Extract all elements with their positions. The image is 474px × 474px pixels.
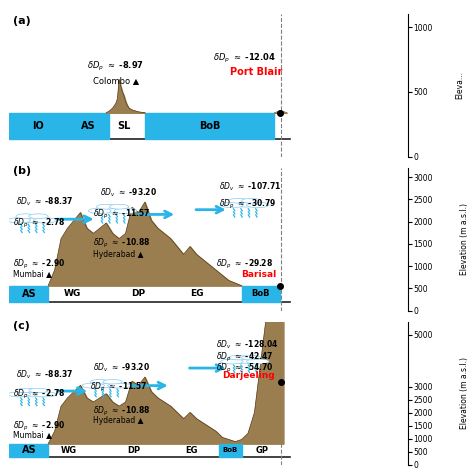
Ellipse shape bbox=[109, 204, 129, 209]
Ellipse shape bbox=[97, 204, 116, 209]
Text: $\delta D_p$ $\approx$ -11.57: $\delta D_p$ $\approx$ -11.57 bbox=[93, 208, 150, 221]
Bar bbox=[9, 444, 48, 457]
Text: Mumbai ▲: Mumbai ▲ bbox=[13, 269, 52, 278]
Ellipse shape bbox=[242, 199, 261, 203]
Text: Hyderabad ▲: Hyderabad ▲ bbox=[93, 250, 144, 259]
Text: $\delta D_v$ $\approx$ -107.71: $\delta D_v$ $\approx$ -107.71 bbox=[219, 181, 282, 193]
Text: WG: WG bbox=[64, 290, 81, 299]
Text: Darjeeling: Darjeeling bbox=[222, 371, 275, 380]
Text: BoB: BoB bbox=[223, 447, 238, 453]
Text: Port Blair: Port Blair bbox=[230, 67, 282, 77]
Text: $\delta D_p$ $\approx$ -8.97: $\delta D_p$ $\approx$ -8.97 bbox=[87, 60, 145, 73]
Y-axis label: Eleva...: Eleva... bbox=[455, 72, 464, 100]
Bar bbox=[145, 113, 274, 139]
Text: Hyderabad ▲: Hyderabad ▲ bbox=[93, 416, 144, 425]
Text: $\delta D_v$ $\approx$ -128.04: $\delta D_v$ $\approx$ -128.04 bbox=[216, 338, 279, 351]
Text: AS: AS bbox=[21, 289, 36, 299]
Ellipse shape bbox=[89, 208, 111, 214]
Text: EG: EG bbox=[190, 290, 203, 299]
Text: WG: WG bbox=[61, 446, 77, 455]
Text: DP: DP bbox=[131, 290, 146, 299]
Bar bbox=[9, 286, 48, 302]
Text: $\delta D_p$ $\approx$ -10.88: $\delta D_p$ $\approx$ -10.88 bbox=[93, 404, 151, 418]
Bar bbox=[9, 113, 67, 139]
Ellipse shape bbox=[246, 359, 269, 364]
Ellipse shape bbox=[220, 202, 243, 208]
Ellipse shape bbox=[16, 390, 48, 396]
Text: EG: EG bbox=[185, 446, 198, 455]
Ellipse shape bbox=[228, 357, 261, 364]
Ellipse shape bbox=[16, 214, 35, 219]
Text: Colombo ▲: Colombo ▲ bbox=[93, 76, 139, 85]
Text: $\delta D_v$ $\approx$ -88.37: $\delta D_v$ $\approx$ -88.37 bbox=[16, 369, 73, 382]
Ellipse shape bbox=[29, 214, 48, 219]
Text: $\delta D_p$ $\approx$ -2.78: $\delta D_p$ $\approx$ -2.78 bbox=[13, 217, 65, 229]
Text: BoB: BoB bbox=[199, 121, 220, 131]
Text: $\delta D_p$ $\approx$ -29.28: $\delta D_p$ $\approx$ -29.28 bbox=[216, 258, 273, 271]
Text: BoB: BoB bbox=[252, 290, 270, 299]
Ellipse shape bbox=[34, 392, 56, 397]
Ellipse shape bbox=[16, 388, 35, 393]
Text: $\delta D_p$ $\approx$ -10.88: $\delta D_p$ $\approx$ -10.88 bbox=[93, 237, 151, 250]
Bar bbox=[67, 113, 109, 139]
Text: $\delta D_p$ $\approx$ -2.90: $\delta D_p$ $\approx$ -2.90 bbox=[13, 420, 65, 433]
Text: $\delta D_p$ $\approx$ -12.04: $\delta D_p$ $\approx$ -12.04 bbox=[213, 52, 276, 65]
Text: $\delta D_v$ $\approx$ -88.37: $\delta D_v$ $\approx$ -88.37 bbox=[16, 196, 73, 209]
Text: $\delta D_p$ $\approx$ -2.78: $\delta D_p$ $\approx$ -2.78 bbox=[13, 388, 65, 401]
Text: SL: SL bbox=[117, 121, 131, 131]
Text: $\delta D_v$ $\approx$ -93.20: $\delta D_v$ $\approx$ -93.20 bbox=[100, 186, 157, 199]
Ellipse shape bbox=[103, 380, 122, 384]
Text: $\delta D_p$ $\approx$ -42.47: $\delta D_p$ $\approx$ -42.47 bbox=[216, 351, 273, 364]
Bar bbox=[242, 286, 280, 302]
Text: $\delta D_p$ $\approx$ -30.79: $\delta D_p$ $\approx$ -30.79 bbox=[219, 198, 276, 210]
Ellipse shape bbox=[220, 359, 243, 364]
Ellipse shape bbox=[82, 383, 105, 388]
Text: AS: AS bbox=[81, 121, 96, 131]
Ellipse shape bbox=[108, 383, 130, 388]
Ellipse shape bbox=[228, 199, 248, 203]
Ellipse shape bbox=[29, 388, 48, 393]
Ellipse shape bbox=[34, 218, 56, 223]
Text: AS: AS bbox=[21, 445, 36, 455]
Text: IO: IO bbox=[33, 121, 45, 131]
Text: (a): (a) bbox=[13, 16, 30, 26]
Ellipse shape bbox=[228, 201, 261, 207]
Ellipse shape bbox=[90, 380, 109, 384]
Text: GP: GP bbox=[256, 446, 269, 455]
Text: Barisal: Barisal bbox=[242, 270, 277, 279]
Ellipse shape bbox=[114, 208, 137, 214]
Y-axis label: Elevation (m a.s.l.): Elevation (m a.s.l.) bbox=[460, 203, 469, 275]
Ellipse shape bbox=[8, 392, 30, 397]
Text: (b): (b) bbox=[13, 166, 31, 176]
Ellipse shape bbox=[246, 202, 269, 208]
Y-axis label: Elevation (m a.s.l.): Elevation (m a.s.l.) bbox=[460, 357, 469, 429]
Text: DP: DP bbox=[127, 446, 140, 455]
Text: (c): (c) bbox=[13, 321, 29, 331]
Text: $\delta D_p$ $\approx$ -11.57: $\delta D_p$ $\approx$ -11.57 bbox=[90, 382, 147, 394]
Ellipse shape bbox=[242, 356, 261, 360]
Ellipse shape bbox=[8, 218, 30, 223]
Text: $\delta D_v$ $\approx$ -93.20: $\delta D_v$ $\approx$ -93.20 bbox=[93, 361, 150, 374]
Bar bbox=[219, 444, 242, 457]
Text: $\delta D_p$ $\approx$ -54.70: $\delta D_p$ $\approx$ -54.70 bbox=[216, 362, 273, 375]
Text: Mumbai ▲: Mumbai ▲ bbox=[13, 430, 52, 439]
Ellipse shape bbox=[228, 356, 248, 360]
Ellipse shape bbox=[16, 216, 48, 222]
Ellipse shape bbox=[90, 382, 122, 388]
Ellipse shape bbox=[97, 206, 129, 213]
Text: $\delta D_p$ $\approx$ -2.90: $\delta D_p$ $\approx$ -2.90 bbox=[13, 258, 65, 271]
